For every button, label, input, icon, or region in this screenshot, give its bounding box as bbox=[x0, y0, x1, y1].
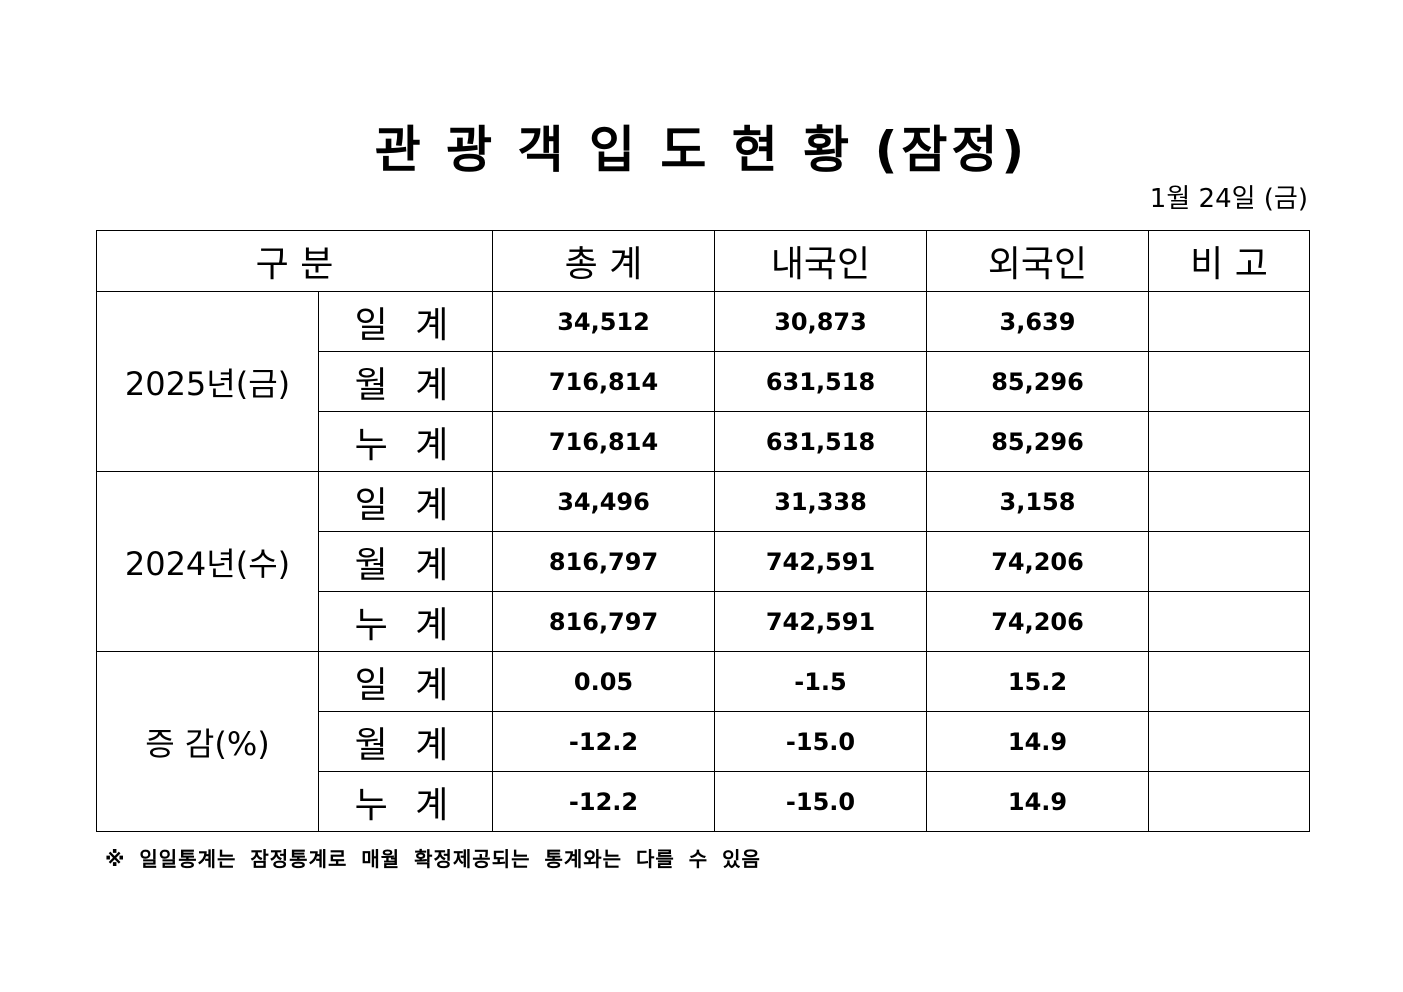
note-cell bbox=[1148, 591, 1310, 652]
note-cell bbox=[1148, 771, 1310, 832]
row-label: 누 계 bbox=[318, 771, 493, 832]
cell: 0.05 bbox=[492, 651, 715, 712]
row-label: 월 계 bbox=[318, 351, 493, 412]
row: 2025년(금) 일 계 34,512 30,873 3,639 bbox=[96, 291, 1310, 472]
cell: 74,206 bbox=[926, 591, 1149, 652]
cell: 85,296 bbox=[926, 351, 1149, 412]
note-cell bbox=[1148, 471, 1310, 532]
note-cell bbox=[1148, 531, 1310, 592]
cell: 631,518 bbox=[714, 411, 927, 472]
cell: 816,797 bbox=[492, 591, 715, 652]
cell: -15.0 bbox=[714, 711, 927, 772]
title: 관 광 객 입 도 현 황 (잠정) bbox=[374, 121, 1029, 179]
note-cell bbox=[1148, 711, 1310, 772]
column-header: 비 고 bbox=[1148, 230, 1310, 292]
cell: 631,518 bbox=[714, 351, 927, 412]
cell: 14.9 bbox=[926, 711, 1149, 772]
row: 누 계 816,797 742,591 74,206 bbox=[97, 591, 1310, 652]
group-label: 2025년(금) bbox=[96, 291, 319, 472]
cell: 716,814 bbox=[492, 351, 715, 412]
note-cell bbox=[1148, 291, 1310, 352]
row-label: 누 계 bbox=[318, 411, 493, 472]
column-header: 외국인 bbox=[926, 230, 1149, 292]
row: 월 계 816,797 742,591 74,206 bbox=[97, 531, 1310, 592]
cell: 31,338 bbox=[714, 471, 927, 532]
group-label: 증 감(%) bbox=[96, 651, 319, 832]
cell: 742,591 bbox=[714, 531, 927, 592]
cell: -12.2 bbox=[492, 771, 715, 832]
cell: 15.2 bbox=[926, 651, 1149, 712]
cell: 3,158 bbox=[926, 471, 1149, 532]
cell: 85,296 bbox=[926, 411, 1149, 472]
row: 누 계 -12.2 -15.0 14.9 bbox=[97, 771, 1310, 832]
row: 증 감(%) 일 계 0.05 -1.5 15.2 bbox=[96, 651, 1310, 832]
cell: 34,496 bbox=[492, 471, 715, 532]
column-header: 내국인 bbox=[714, 230, 927, 292]
row: 누 계 716,814 631,518 85,296 bbox=[97, 411, 1310, 472]
cell: 30,873 bbox=[714, 291, 927, 352]
date: 1월 24일 (금) bbox=[1149, 184, 1308, 214]
note-cell bbox=[1148, 651, 1310, 712]
group-label: 2024년(수) bbox=[96, 471, 319, 652]
row: 월 계 -12.2 -15.0 14.9 bbox=[97, 711, 1310, 772]
cell: 14.9 bbox=[926, 771, 1149, 832]
column-header: 총 계 bbox=[492, 230, 715, 292]
row-label: 일 계 bbox=[318, 651, 493, 712]
footnote: ※ 일일통계는 잠정통계로 매월 확정제공되는 통계와는 다를 수 있음 bbox=[105, 847, 761, 871]
cell: -1.5 bbox=[714, 651, 927, 712]
row-label: 월 계 bbox=[318, 531, 493, 592]
note-cell bbox=[1148, 351, 1310, 412]
row-label: 월 계 bbox=[318, 711, 493, 772]
cell: 742,591 bbox=[714, 591, 927, 652]
column-header: 구 분 bbox=[96, 230, 493, 292]
cell: 3,639 bbox=[926, 291, 1149, 352]
cell: -15.0 bbox=[714, 771, 927, 832]
cell: 34,512 bbox=[492, 291, 715, 352]
cell: 74,206 bbox=[926, 531, 1149, 592]
row: 2024년(수) 일 계 34,496 31,338 3,158 bbox=[96, 471, 1310, 652]
cell: -12.2 bbox=[492, 711, 715, 772]
note-cell bbox=[1148, 411, 1310, 472]
row-label: 일 계 bbox=[318, 291, 493, 352]
cell: 816,797 bbox=[492, 531, 715, 592]
table-body: 2025년(금) 일 계 34,512 30,873 3,639 월 계 716,814 63… bbox=[96, 291, 1310, 832]
row-label: 일 계 bbox=[318, 471, 493, 532]
cell: 716,814 bbox=[492, 411, 715, 472]
row-label: 누 계 bbox=[318, 591, 493, 652]
